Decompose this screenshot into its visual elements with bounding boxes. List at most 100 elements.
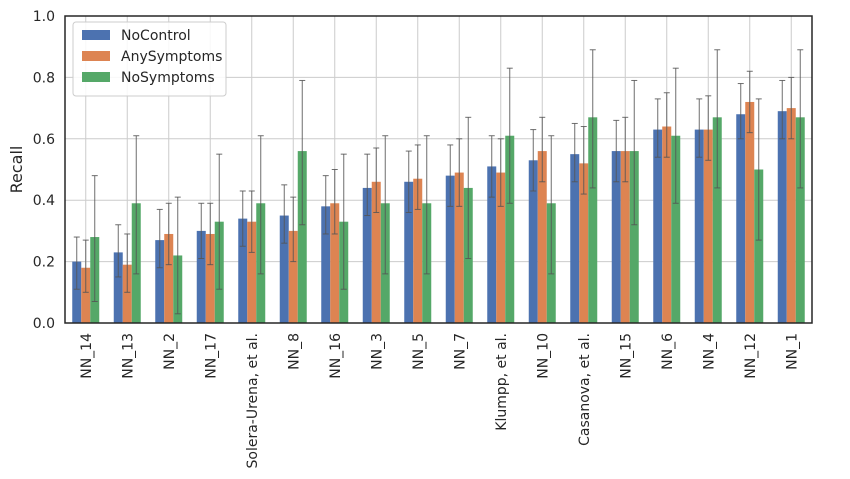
error-bar-anysymptoms-17 (788, 76, 795, 140)
error-bar-nocontrol-1 (115, 224, 122, 278)
y-axis-title: Recall (7, 146, 26, 194)
legend-swatch (82, 51, 110, 61)
error-bar-nocontrol-16 (737, 83, 744, 140)
error-bar-nocontrol-8 (405, 150, 412, 213)
legend-swatch (82, 72, 110, 82)
x-tick-label: NN_12 (743, 333, 759, 379)
error-bar-nosymptoms-12 (589, 49, 596, 189)
bar-nocontrol-1 (113, 252, 123, 323)
error-bar-nocontrol-11 (530, 129, 537, 192)
error-bar-nosymptoms-9 (465, 116, 472, 260)
error-bar-nocontrol-13 (613, 119, 620, 183)
error-bar-nocontrol-5 (281, 184, 288, 244)
y-tick-label: 0.4 (33, 193, 55, 209)
error-bar-anysymptoms-1 (124, 233, 131, 293)
error-bar-nosymptoms-8 (423, 135, 430, 275)
plot-frame (64, 15, 813, 324)
error-bar-anysymptoms-8 (414, 144, 421, 210)
error-bar-nocontrol-12 (571, 122, 578, 183)
x-tick-label: NN_10 (535, 333, 551, 379)
bar-nocontrol-10 (487, 166, 497, 323)
error-bar-anysymptoms-13 (622, 116, 629, 183)
bar-nocontrol-11 (528, 160, 538, 323)
error-bar-anysymptoms-15 (705, 95, 712, 161)
bar-nocontrol-16 (736, 114, 746, 324)
bar-anysymptoms-7 (371, 181, 381, 323)
bar-nosymptoms-10 (505, 135, 515, 323)
bar-anysymptoms-0 (81, 267, 91, 323)
bar-anysymptoms-5 (288, 230, 298, 323)
y-tick-label: 0.2 (33, 255, 55, 271)
error-bar-anysymptoms-3 (207, 202, 214, 266)
legend-swatch (82, 30, 110, 40)
bar-nocontrol-12 (570, 154, 580, 323)
error-bar-anysymptoms-5 (290, 196, 297, 263)
error-bar-nosymptoms-10 (506, 67, 513, 204)
x-tick-label: Solera-Urena, et al. (245, 333, 261, 468)
bars (72, 101, 805, 324)
error-bar-anysymptoms-11 (539, 116, 546, 183)
bar-nosymptoms-5 (297, 151, 307, 323)
error-bar-anysymptoms-9 (456, 138, 463, 207)
bar-anysymptoms-14 (662, 126, 672, 324)
bar-anysymptoms-4 (247, 221, 257, 323)
error-bar-nocontrol-2 (156, 208, 163, 269)
bar-nosymptoms-14 (671, 135, 681, 323)
legend-label: NoControl (121, 28, 191, 44)
bar-nocontrol-17 (777, 111, 787, 323)
bar-nocontrol-14 (653, 129, 663, 323)
error-bar-anysymptoms-16 (746, 70, 753, 134)
error-bar-nosymptoms-7 (382, 135, 389, 275)
x-tick-label: NN_17 (203, 333, 219, 379)
legend: NoControl AnySymptoms NoSymptoms (72, 21, 227, 97)
bar-anysymptoms-8 (413, 178, 423, 323)
bar-nosymptoms-15 (712, 117, 722, 323)
error-bar-nosymptoms-17 (797, 49, 804, 189)
error-bar-anysymptoms-4 (248, 190, 255, 253)
y-axis-ticks: 0.0 0.2 0.4 0.6 0.8 1.0 (33, 9, 55, 332)
error-bar-anysymptoms-2 (165, 202, 172, 266)
error-bar-nocontrol-6 (322, 175, 329, 235)
bar-nocontrol-5 (279, 215, 289, 323)
bar-nocontrol-15 (694, 129, 704, 323)
error-bar-nosymptoms-2 (174, 196, 181, 315)
bar-nosymptoms-12 (588, 117, 598, 323)
error-bar-anysymptoms-7 (373, 147, 380, 213)
x-tick-label: NN_13 (120, 333, 136, 379)
legend-item-nosymptoms: NoSymptoms (82, 70, 215, 86)
bar-anysymptoms-13 (620, 151, 630, 323)
x-tick-label: NN_8 (286, 333, 302, 370)
error-bar-nocontrol-4 (239, 190, 246, 247)
error-bars (73, 49, 804, 315)
error-bar-nosymptoms-5 (299, 79, 306, 226)
error-bar-anysymptoms-14 (663, 92, 670, 158)
y-tick-label: 0.6 (33, 132, 55, 148)
bar-anysymptoms-3 (205, 233, 215, 323)
error-bar-nocontrol-17 (779, 79, 786, 140)
bar-nosymptoms-16 (754, 169, 764, 323)
bar-anysymptoms-10 (496, 172, 506, 323)
legend-label: AnySymptoms (121, 49, 222, 65)
bar-nocontrol-3 (196, 230, 206, 323)
error-bar-nocontrol-10 (488, 135, 495, 198)
y-tick-label: 0.0 (33, 316, 55, 332)
legend-label: NoSymptoms (121, 70, 215, 86)
error-bar-nosymptoms-16 (755, 98, 762, 241)
error-bar-nosymptoms-1 (133, 135, 140, 275)
x-tick-label: NN_16 (328, 333, 344, 379)
error-bar-nocontrol-9 (447, 144, 454, 207)
bar-nocontrol-4 (238, 218, 248, 323)
bar-nosymptoms-13 (629, 151, 639, 323)
error-bar-nosymptoms-11 (548, 135, 555, 275)
error-bar-nocontrol-0 (73, 236, 80, 290)
bar-anysymptoms-2 (164, 233, 174, 323)
bar-anysymptoms-12 (579, 163, 589, 323)
bar-nocontrol-0 (72, 261, 82, 323)
bar-nocontrol-6 (321, 206, 331, 323)
x-tick-label: NN_5 (411, 333, 427, 370)
error-bar-nosymptoms-6 (340, 153, 347, 290)
x-tick-label: NN_3 (369, 333, 385, 370)
bar-nocontrol-9 (445, 175, 455, 323)
